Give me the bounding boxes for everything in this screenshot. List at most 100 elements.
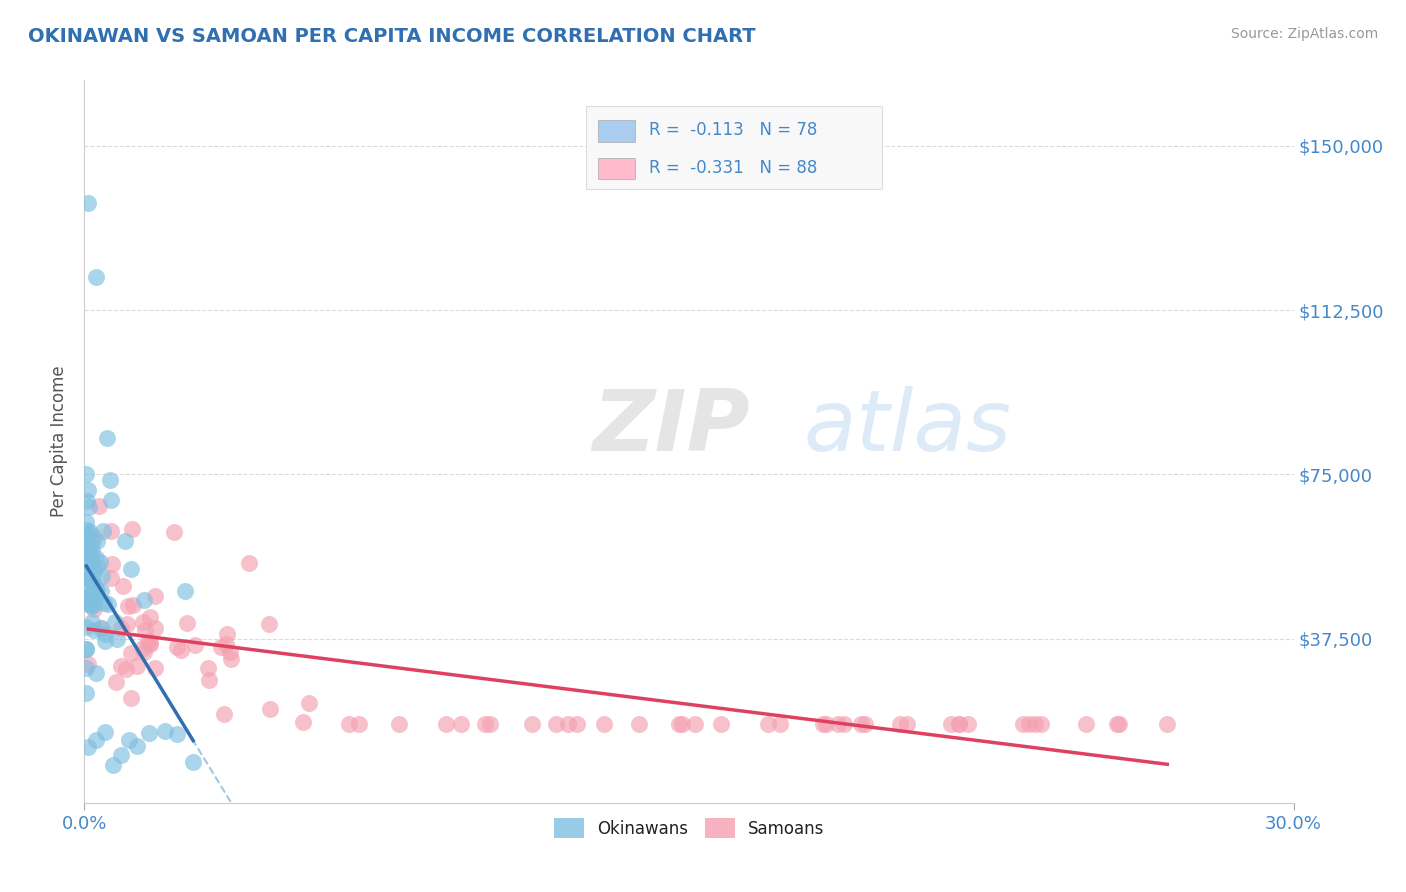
Point [79, 500, 101, 515]
Point [118, 733, 141, 747]
Point [101, 757, 124, 772]
Point [75, 566, 97, 580]
Point [75, 533, 97, 547]
Point [75, 620, 97, 634]
Point [86, 733, 108, 747]
Point [811, 717, 834, 731]
Point [90, 621, 112, 635]
Point [120, 562, 142, 576]
Point [110, 659, 132, 673]
Point [259, 702, 281, 716]
Point [115, 617, 138, 632]
Point [593, 717, 616, 731]
Point [87, 499, 110, 513]
Point [90, 584, 112, 599]
Point [94, 627, 117, 641]
Point [219, 652, 242, 666]
Point [520, 717, 543, 731]
Point [948, 717, 970, 731]
Text: atlas: atlas [804, 385, 1012, 468]
Point [565, 717, 588, 731]
Point [112, 579, 135, 593]
Point [121, 522, 143, 536]
Point [668, 717, 690, 731]
Point [105, 632, 128, 646]
Point [939, 717, 962, 731]
Point [219, 645, 242, 659]
Point [1107, 717, 1129, 731]
Point [80, 599, 103, 613]
Point [546, 717, 568, 731]
Point [1024, 717, 1046, 731]
Point [76, 565, 98, 579]
Point [80, 542, 103, 557]
Point [176, 615, 198, 630]
Point [209, 640, 232, 654]
Point [1029, 717, 1052, 731]
Text: OKINAWAN VS SAMOAN PER CAPITA INCOME CORRELATION CHART: OKINAWAN VS SAMOAN PER CAPITA INCOME COR… [28, 27, 756, 45]
Point [127, 659, 149, 673]
Point [97, 597, 120, 611]
Point [79, 588, 101, 602]
Point [86, 270, 108, 285]
Point [80, 557, 103, 571]
Point [75, 641, 97, 656]
Point [93, 596, 115, 610]
Point [75, 591, 97, 606]
Point [143, 622, 166, 636]
Point [115, 662, 138, 676]
Point [166, 640, 188, 654]
Point [75, 686, 97, 700]
Point [434, 717, 457, 731]
Point [478, 717, 501, 731]
Point [347, 717, 370, 731]
Point [120, 690, 142, 705]
Point [100, 493, 122, 508]
Point [90, 621, 112, 635]
Point [557, 717, 579, 731]
Point [166, 727, 188, 741]
Point [849, 717, 872, 731]
Point [76, 494, 98, 508]
Point [298, 696, 321, 710]
Point [948, 717, 970, 731]
Point [79, 593, 101, 607]
Point [291, 715, 314, 730]
Point [86, 560, 108, 574]
Point [80, 615, 103, 630]
Point [215, 637, 238, 651]
Point [181, 756, 204, 770]
Legend: Okinawans, Samoans: Okinawans, Samoans [547, 812, 831, 845]
Point [77, 575, 100, 590]
Point [710, 717, 733, 731]
Point [89, 555, 111, 569]
Point [683, 717, 706, 731]
Point [125, 739, 148, 754]
Point [769, 717, 792, 731]
Point [139, 610, 162, 624]
Point [162, 524, 184, 539]
Point [79, 573, 101, 587]
Point [197, 661, 219, 675]
Point [84, 589, 107, 603]
Point [100, 524, 122, 538]
Point [450, 717, 472, 731]
Point [77, 553, 100, 567]
Point [76, 483, 98, 498]
Point [853, 717, 876, 731]
Point [110, 621, 132, 635]
Point [1074, 717, 1097, 731]
Point [83, 530, 105, 544]
Point [79, 572, 101, 586]
Point [170, 643, 193, 657]
Point [83, 624, 105, 638]
Point [214, 706, 236, 721]
Point [1018, 717, 1040, 731]
Point [77, 195, 100, 210]
Point [104, 615, 127, 629]
Point [93, 725, 115, 739]
Point [136, 634, 159, 648]
Point [756, 717, 779, 731]
Point [83, 566, 105, 580]
Point [957, 717, 980, 731]
